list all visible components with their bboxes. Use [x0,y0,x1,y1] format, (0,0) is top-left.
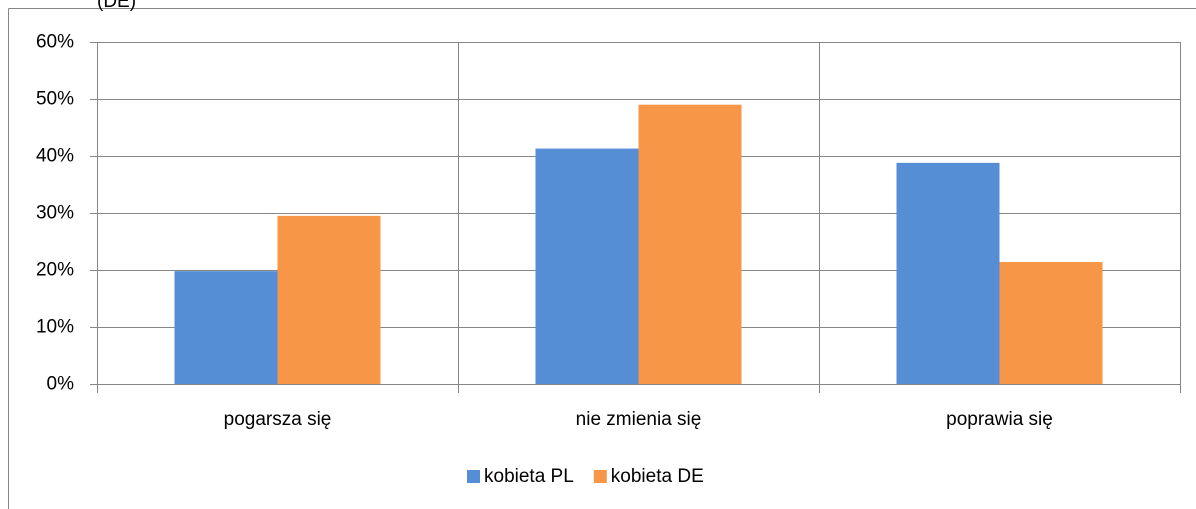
bar [896,162,1000,384]
y-tick-label: 20% [36,260,74,281]
bar [638,104,742,384]
bar [277,215,381,384]
x-tick-label: poprawia się [946,409,1053,430]
y-tick-label: 30% [36,203,74,224]
y-tick-label: 60% [36,32,74,53]
bar [999,262,1103,384]
bar [174,271,278,384]
legend-swatch [593,470,607,483]
x-tick-label: nie zmienia się [576,409,702,430]
y-tick-label: 0% [47,374,75,395]
legend-swatch [467,470,480,483]
x-tick-label: pogarsza się [224,409,332,430]
y-tick-label: 10% [36,317,74,338]
y-tick-label: 40% [36,146,74,167]
chart-title: (DE) [97,0,136,12]
bar [535,148,639,384]
legend-label: kobieta DE [611,466,704,487]
y-tick-label: 50% [36,89,74,110]
legend-label: kobieta PL [484,466,574,487]
